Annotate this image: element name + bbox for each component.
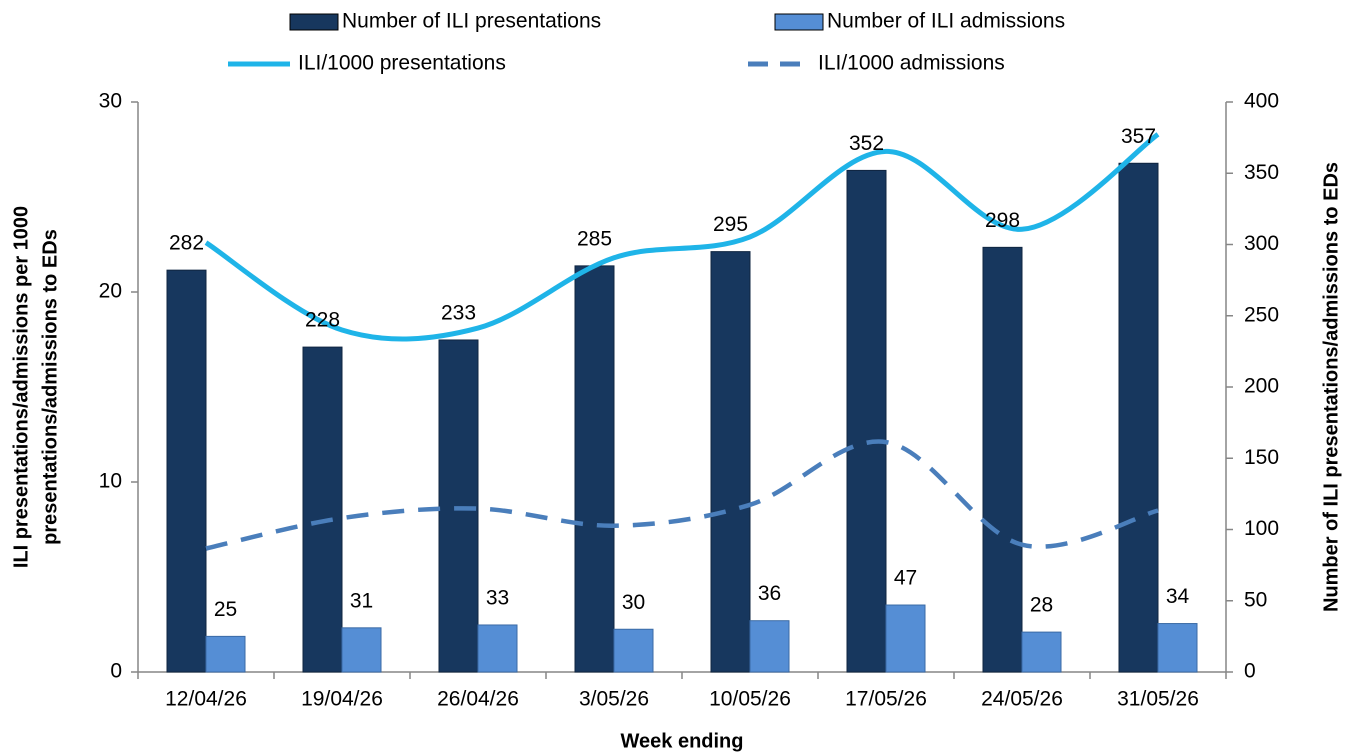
y2-axis-title: Number of ILI presentations/admissions t…: [1320, 162, 1342, 612]
legend-label: ILI/1000 admissions: [818, 52, 1005, 75]
y-axis-title-line: ILI presentations/admissions per 1000: [10, 206, 32, 568]
bar: [341, 627, 382, 673]
y2-tick-label: 150: [1244, 446, 1279, 469]
y2-tick-label: 250: [1244, 303, 1279, 326]
y-tick-label: 10: [99, 470, 122, 493]
data-label: 28: [1030, 594, 1053, 617]
legend-label: ILI/1000 presentations: [298, 52, 506, 75]
y-tick-label: 0: [110, 660, 122, 683]
y2-tick-label: 0: [1244, 660, 1256, 683]
data-label: 298: [985, 209, 1020, 232]
y-axis-title-line: presentations/admissions to EDs: [39, 229, 61, 545]
y2-tick-label: 100: [1244, 517, 1279, 540]
data-label: 285: [577, 227, 612, 250]
data-label: 295: [713, 213, 748, 236]
y2-tick-label: 50: [1244, 588, 1267, 611]
data-label: 233: [441, 302, 476, 325]
data-label: 47: [894, 567, 917, 590]
legend-label: Number of ILI admissions: [827, 10, 1065, 33]
bar: [749, 620, 790, 673]
bar: [166, 269, 207, 673]
bar: [613, 628, 654, 673]
data-label: 282: [169, 232, 204, 255]
data-label: 34: [1166, 585, 1190, 608]
data-label: 31: [350, 589, 373, 612]
y2-tick-label: 350: [1244, 161, 1279, 184]
bar: [982, 246, 1023, 673]
legend-swatch: [774, 13, 824, 31]
x-tick-label: 26/04/26: [437, 688, 519, 711]
y2-tick-label: 200: [1244, 375, 1279, 398]
x-tick-label: 17/05/26: [845, 688, 927, 711]
bar: [885, 604, 926, 673]
data-label: 352: [849, 132, 884, 155]
bar: [1118, 162, 1159, 673]
legend-swatch: [289, 13, 339, 31]
y2-tick-label: 300: [1244, 232, 1279, 255]
bar: [1157, 623, 1198, 673]
x-tick-label: 10/05/26: [709, 688, 791, 711]
y-tick-label: 20: [99, 280, 122, 303]
line: [204, 132, 1160, 342]
x-tick-label: 3/05/26: [579, 688, 649, 711]
legend-label: Number of ILI presentations: [342, 10, 601, 33]
bar: [477, 624, 518, 673]
bar: [205, 635, 246, 673]
data-label: 228: [305, 309, 340, 332]
x-axis-title: Week ending: [621, 730, 744, 752]
bar: [438, 339, 479, 673]
data-label: 33: [486, 587, 509, 610]
y-axis-title: ILI presentations/admissions per 1000 pr…: [10, 206, 61, 568]
y2-axis-title-text: Number of ILI presentations/admissions t…: [1320, 162, 1342, 612]
x-tick-label: 19/04/26: [301, 688, 383, 711]
bar: [574, 265, 615, 673]
data-label: 30: [622, 591, 645, 614]
line: [205, 439, 1159, 551]
y2-tick-label: 400: [1244, 90, 1279, 113]
data-label: 36: [758, 582, 781, 605]
bar: [302, 346, 343, 673]
bar: [1021, 631, 1062, 673]
x-tick-label: 31/05/26: [1117, 688, 1199, 711]
data-label: 357: [1121, 125, 1156, 148]
bar: [710, 251, 751, 673]
y-tick-label: 30: [99, 90, 122, 113]
data-label: 25: [214, 598, 237, 621]
bar: [846, 169, 887, 673]
x-tick-label: 12/04/26: [165, 688, 247, 711]
x-tick-label: 24/05/26: [981, 688, 1063, 711]
